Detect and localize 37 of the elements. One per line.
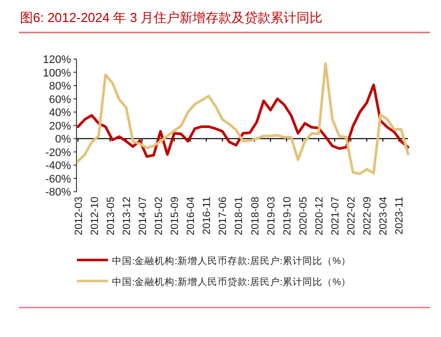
legend-label: 中国:金融机构:新增人民币存款:居民户:累计同比（%） (112, 255, 352, 267)
y-tick-label: 120% (42, 54, 72, 66)
x-tick-label: 2016-11 (201, 196, 214, 234)
y-tick-label: 80% (48, 80, 72, 93)
x-tick-label: 2017-06 (217, 196, 230, 236)
y-tick-label: 40% (48, 107, 72, 120)
x-tick-label: 2018-08 (249, 196, 262, 236)
x-tick-label: 2023-11 (394, 196, 406, 234)
x-tick-label: 2019-03 (265, 196, 278, 236)
x-tick-label: 2014-07 (136, 196, 149, 236)
x-tick-label: 2015-09 (169, 196, 182, 236)
line-series (76, 62, 410, 176)
x-tick-label: 2018-01 (233, 196, 246, 236)
y-tick-label: -80% (45, 186, 72, 199)
x-tick-label: 2013-12 (120, 196, 133, 236)
y-tick-label: -40% (45, 160, 72, 172)
y-tick-label: 60% (48, 94, 72, 106)
x-tick-label: 2022-02 (346, 196, 358, 236)
x-tick-label: 2021-07 (329, 196, 342, 236)
x-tick-label: 2012-10 (88, 196, 101, 236)
legend-label: 中国:金融机构:新增人民币贷款:居民户:累计同比（%） (112, 276, 352, 288)
x-tick-label: 2019-10 (281, 196, 294, 236)
x-tick-label: 2013-05 (104, 196, 117, 236)
x-tick-label: 2020-05 (297, 196, 310, 236)
y-tick-label: 100% (42, 67, 72, 80)
chart-title: 图6: 2012-2024 年 3 月住户新增存款及贷款累计同比 (20, 10, 323, 25)
x-tick-label: 2016-04 (185, 196, 198, 236)
x-tick-label: 2012-03 (72, 196, 85, 236)
line-series (76, 84, 410, 158)
x-tick-label: 2020-12 (313, 196, 326, 236)
x-tick-label: 2023-04 (378, 196, 390, 236)
x-tick-label: 2015-02 (153, 196, 166, 236)
x-tick-label: 2022-09 (362, 196, 374, 236)
y-tick-label: -20% (45, 146, 72, 159)
y-tick-label: 0% (55, 134, 72, 146)
y-tick-label: 20% (48, 120, 72, 132)
y-tick-label: -60% (45, 173, 72, 186)
